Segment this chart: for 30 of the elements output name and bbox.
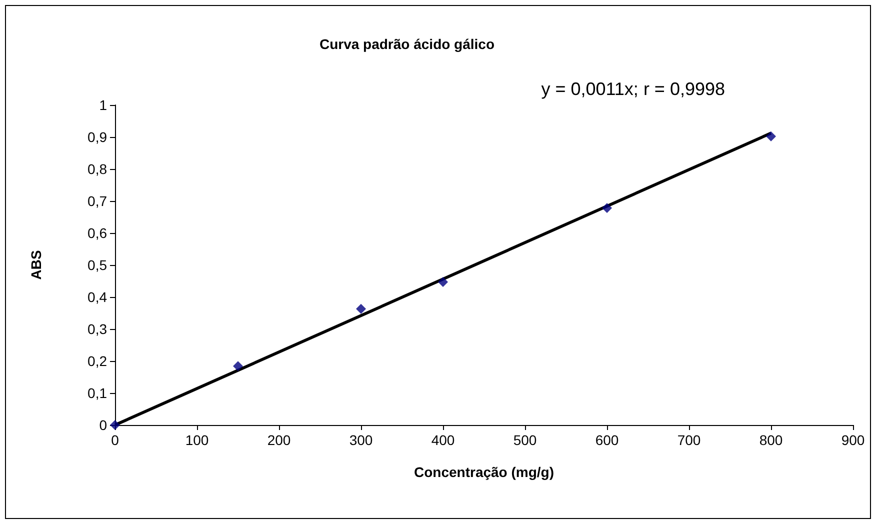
x-tick-label: 600 [595,432,619,448]
point [602,203,612,214]
chart-title: Curva padrão ácido gálico [319,36,495,52]
x-tick-label: 100 [185,432,209,448]
y-tick-label: 0,4 [88,289,108,305]
y-tick-label: 0,6 [88,225,108,241]
y-tick-label: 0,8 [88,161,108,177]
y-tick-label: 1 [99,97,108,113]
x-tick-label: 300 [349,432,373,448]
y-tick-label: 0 [99,417,108,433]
y-tick-label: 0,2 [88,353,108,369]
point [766,131,776,142]
y-tick-label: 0,1 [88,385,108,401]
y-tick-label: 0,3 [88,321,108,337]
x-tick-label: 0 [111,432,120,448]
y-tick-label: 0,7 [88,193,108,209]
x-tick-label: 500 [513,432,537,448]
text: y = 0,0011x; r = 0,9998 [541,79,725,99]
x-tick-label: 200 [267,432,291,448]
x-tick-label: 700 [677,432,701,448]
y-tick-label: 0,5 [88,257,108,273]
x-tick-label: 400 [431,432,455,448]
point [438,276,448,287]
y-axis-title: ABS [28,250,44,280]
x-tick-label: 800 [759,432,783,448]
y-tick-label: 0,9 [88,129,108,145]
point [356,304,366,314]
x-tick-label: 900 [841,432,865,448]
x-axis-title: Concentração (mg/g) [414,464,554,480]
point [233,361,243,372]
